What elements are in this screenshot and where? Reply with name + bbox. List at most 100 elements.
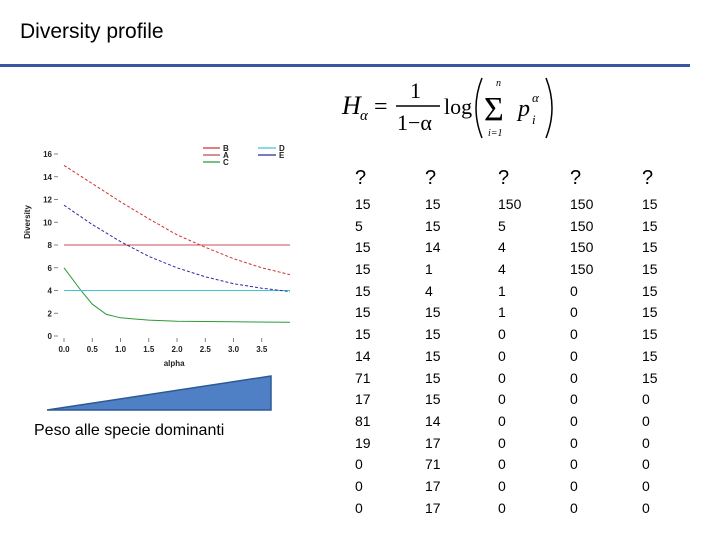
slide-title: Diversity profile (20, 20, 164, 43)
x-tick-label: 3.0 (228, 345, 240, 354)
table-cell: 17 (355, 391, 371, 408)
diversity-formula: H α = 1 1−α log n Σ i=1 p α i (341, 77, 553, 139)
table-cell: 71 (425, 456, 441, 473)
legend-label: E (279, 151, 285, 160)
table-cell: 15 (355, 282, 371, 299)
y-tick-label: 8 (48, 241, 53, 250)
table-cell: 15 (642, 196, 658, 212)
legend-label: D (279, 144, 285, 153)
table-cell: 1 (498, 304, 506, 321)
table-cell: 0 (642, 499, 650, 516)
formula-lhs: H (341, 91, 362, 120)
table-cell: 0 (498, 326, 506, 343)
legend-label: A (223, 151, 229, 160)
y-tick-label: 16 (43, 150, 52, 159)
column-header: ? (355, 167, 367, 189)
table-cell: 0 (498, 499, 506, 516)
formula-lhs-sub: α (360, 108, 369, 124)
table-cell: 0 (642, 412, 650, 429)
formula-numerator: 1 (410, 78, 421, 103)
table-cell: 5 (498, 217, 506, 234)
table-cell: 1 (498, 282, 506, 299)
column-header: ? (498, 167, 510, 189)
table-cell: 1 (425, 261, 433, 278)
legend-label: B (223, 144, 229, 153)
table-cell: 14 (355, 347, 371, 364)
column-header: ? (425, 167, 437, 189)
table-cell: 15 (425, 369, 441, 386)
table-cell: 15 (355, 261, 371, 278)
x-tick-label: 2.0 (171, 345, 183, 354)
y-tick-label: 0 (48, 332, 53, 341)
table-cell: 0 (570, 412, 578, 429)
legend-label: C (223, 158, 229, 167)
table-cell: 15 (642, 261, 658, 278)
table-cell: 0 (570, 499, 578, 516)
table-cell: 17 (425, 434, 441, 451)
table-cell: 0 (570, 477, 578, 494)
table-cell: 15 (355, 326, 371, 343)
x-tick-label: 0.0 (58, 345, 70, 354)
table-cell: 150 (570, 196, 594, 212)
series-line-C (63, 267, 290, 323)
table-cell: 150 (570, 261, 594, 278)
table-cell: 0 (570, 434, 578, 451)
table-cell: 0 (642, 434, 650, 451)
table-cell: 0 (570, 347, 578, 364)
table-column: ? 15 15 14 1 4 15 15 15 15 15 14 17 71 17 17 (425, 166, 441, 519)
table-column: ? 15 5 15 15 15 15 15 14 71 17 81 19 0 0 0 (355, 166, 371, 519)
table-cell: 0 (498, 412, 506, 429)
table-column: ? 150 150 150 150 0 0 0 0 0 0 0 0 0 0 0 (570, 166, 593, 519)
title-underline (0, 64, 690, 67)
table-cell: 0 (498, 369, 506, 386)
formula-log: log (444, 94, 472, 119)
table-cell: 0 (498, 456, 506, 473)
table-cell: 0 (570, 326, 578, 343)
formula-sum-bottom: i=1 (488, 128, 503, 139)
table-cell: 15 (642, 347, 658, 364)
table-cell: 15 (425, 391, 441, 408)
table-cell: 0 (498, 477, 506, 494)
table-cell: 0 (355, 499, 363, 516)
table-cell: 0 (570, 369, 578, 386)
table-cell: 0 (570, 304, 578, 321)
x-tick-label: 1.0 (115, 345, 127, 354)
table-column: ? 15 15 15 15 15 15 15 15 15 0 0 0 0 0 0 (642, 166, 658, 519)
table-cell: 81 (355, 412, 371, 429)
y-tick-label: 12 (43, 196, 52, 205)
table-cell: 150 (570, 217, 594, 234)
x-tick-label: 0.5 (87, 345, 99, 354)
table-cell: 150 (570, 239, 594, 256)
y-tick-label: 2 (48, 309, 53, 318)
table-cell: 5 (355, 217, 363, 234)
table-cell: 15 (355, 196, 371, 212)
y-tick-label: 10 (43, 218, 52, 227)
table-cell: 15 (355, 239, 371, 256)
table-cell: 0 (642, 477, 650, 494)
formula-p-sup: α (532, 90, 540, 105)
dominance-weight-wedge (46, 375, 272, 411)
table-cell: 15 (642, 326, 658, 343)
table-cell: 17 (425, 477, 441, 494)
table-cell: 19 (355, 434, 371, 451)
table-cell: 0 (570, 456, 578, 473)
y-tick-label: 14 (43, 173, 52, 182)
table-cell: 150 (498, 196, 522, 212)
table-cell: 0 (498, 434, 506, 451)
column-header: ? (570, 167, 582, 189)
x-axis-label: alpha (164, 359, 185, 368)
table-cell: 15 (425, 304, 441, 321)
svg-text:=: = (374, 94, 388, 120)
table-cell: 15 (642, 217, 658, 234)
x-tick-label: 3.5 (256, 345, 268, 354)
formula-p: p (516, 96, 530, 122)
table-cell: 15 (642, 369, 658, 386)
table-cell: 15 (425, 326, 441, 343)
x-tick-label: 2.5 (200, 345, 212, 354)
y-tick-label: 6 (48, 264, 53, 273)
table-cell: 15 (425, 196, 441, 212)
table-cell: 15 (642, 304, 658, 321)
formula-sum-top: n (496, 78, 501, 89)
table-cell: 0 (570, 391, 578, 408)
table-cell: 15 (355, 304, 371, 321)
